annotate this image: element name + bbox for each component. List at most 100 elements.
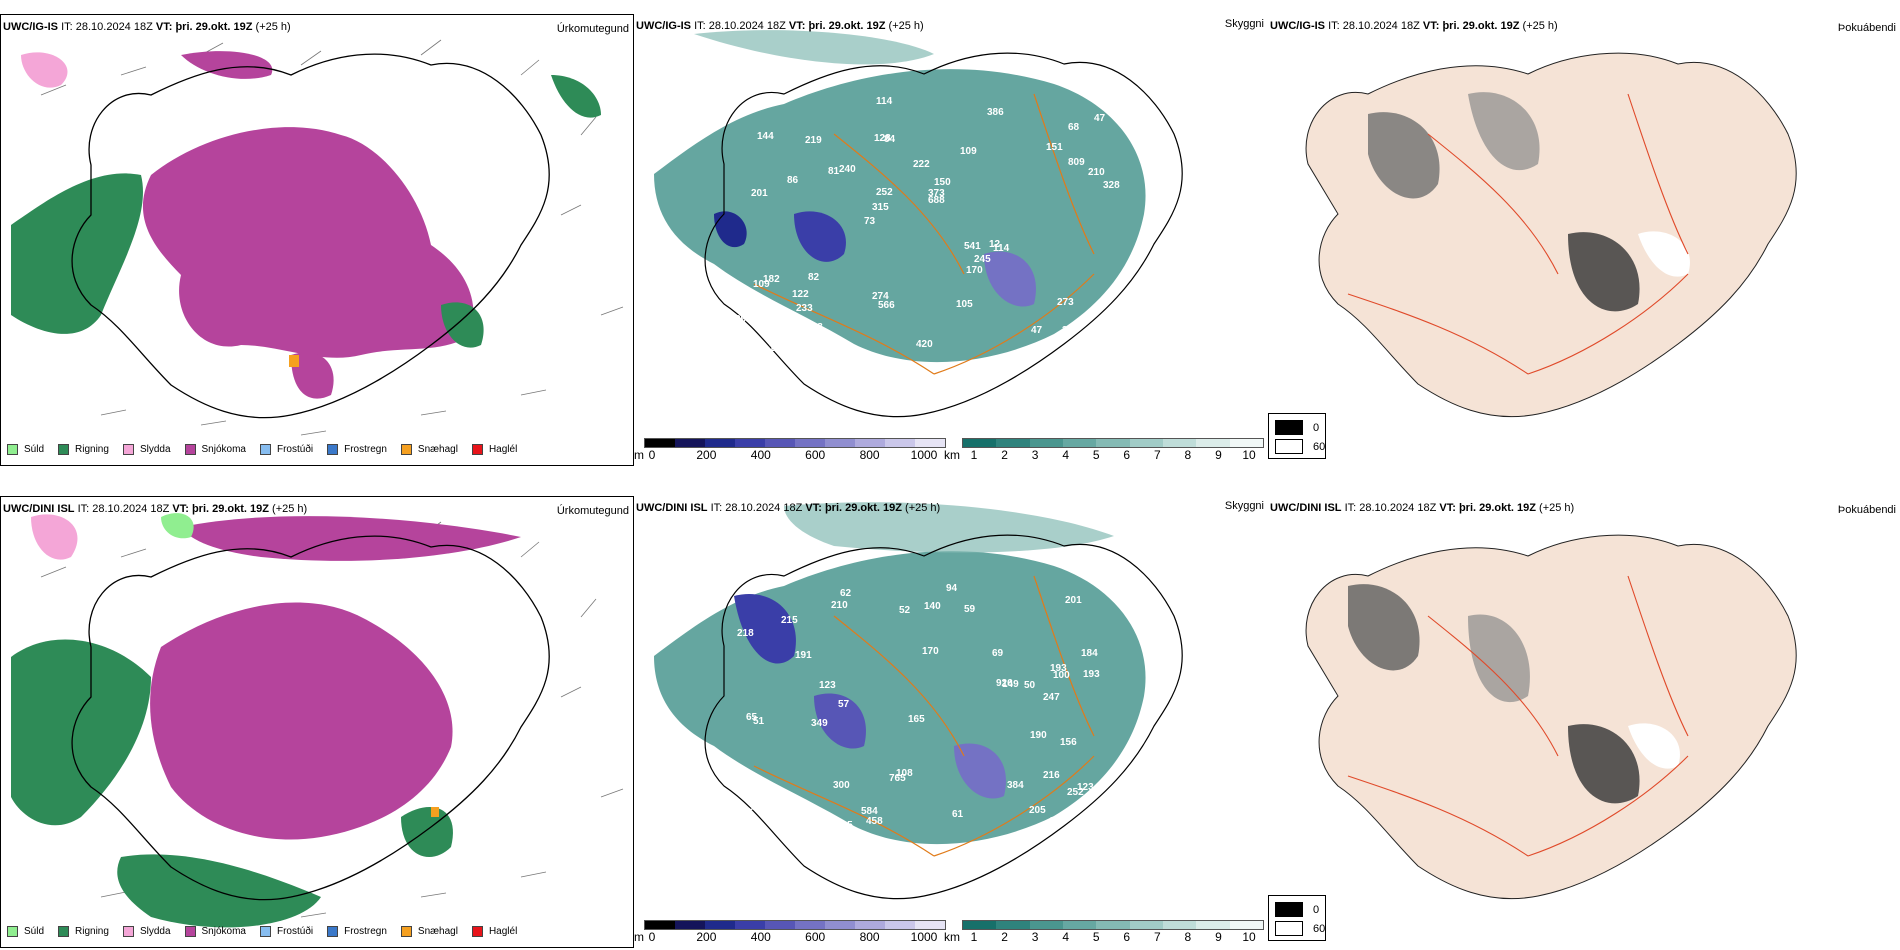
legend-swatch [184, 444, 196, 455]
panel-header: UWC/IG-IS IT: 28.10.2024 18Z VT: þri. 29… [1270, 20, 1558, 32]
cloud-base-label: 128 [874, 133, 891, 144]
cloud-base-label: 809 [1068, 157, 1085, 168]
legend-swatch [122, 926, 134, 937]
iceland-outline [71, 535, 550, 901]
colorbar-segment [855, 439, 885, 447]
colorbar-segment [645, 921, 675, 929]
legend-item: Haglél [471, 444, 517, 455]
cloud-base-label: 201 [1065, 595, 1082, 606]
cloud-base-low-2 [954, 743, 1006, 799]
precip-map-canvas [11, 39, 624, 436]
colorbar-segment [1029, 921, 1063, 929]
legend-swatch [259, 926, 271, 937]
cloud-base-label: 27 [1104, 775, 1116, 786]
panel-header: UWC/IG-IS IT: 28.10.2024 18Z VT: þri. 29… [636, 20, 924, 32]
visibility-area-fog [694, 30, 934, 65]
fog-key-row: 0 [1275, 420, 1319, 435]
colorbar-tick-label: 4 [1062, 448, 1069, 462]
cloud-base-label: 81 [828, 166, 840, 177]
legend-swatch [400, 926, 412, 937]
cloud-base-label: 340 [1062, 325, 1079, 336]
colorbar-tick-label: 1 [970, 448, 978, 462]
cloud-base-label: 334 [748, 802, 765, 813]
cloud-base-map-row1: 340 201 68 73 109 113 128 222 182 240 291 233 84 150 1… [634, 14, 1268, 466]
cloud-base-label: 584 [861, 806, 878, 817]
panel-header: UWC/IG-IS IT: 28.10.2024 18Z VT: þri. 29… [3, 21, 291, 33]
colorbar-segment [885, 921, 915, 929]
colorbar-segment [885, 439, 915, 447]
vt-label: VT: [172, 503, 189, 515]
cloud-base-labels: 216 184 123 170 334 62 193 300 201 191 193 218 247 45… [737, 583, 1116, 831]
legend-label: Frostúði [276, 926, 314, 937]
cloud-base-label: 105 [956, 299, 973, 310]
model-name: UWC/DINI ISL [1270, 502, 1342, 514]
iceland-outline [704, 534, 1183, 900]
cloud-base-label: 216 [1043, 770, 1060, 781]
legend-label: Frostregn [344, 926, 387, 937]
legend-label: Frostregn [344, 444, 387, 455]
colorbar-tick-label: 10 [1242, 930, 1256, 944]
cloud-base-label: 300 [833, 780, 850, 791]
fog-index-light [1628, 723, 1680, 769]
legend-label: Slydda [139, 926, 171, 937]
fog-key-label: 0 [1313, 903, 1320, 916]
it-label: IT: [61, 21, 73, 33]
cloud-base-label: 144 [757, 131, 774, 142]
legend-item: Slydda [122, 926, 171, 937]
fog-key-swatch-light [1275, 439, 1303, 454]
legend-item: Haglél [471, 926, 517, 937]
cloud-base-label: 108 [896, 768, 913, 779]
cloud-base-label: 114 [993, 243, 1010, 254]
cloud-base-label: 195 [836, 820, 853, 831]
vt-label: VT: [1422, 20, 1440, 32]
cloud-base-label: 252 [876, 187, 893, 198]
precip-title: Úrkomutegund [556, 505, 629, 517]
legend-label: Snæhagl [417, 444, 458, 455]
colorbar-tick-label: 1000 [910, 930, 938, 944]
it-value: 28.10.2024 18Z [1342, 20, 1420, 32]
colorbar-tick-label: 8 [1184, 448, 1192, 462]
cloud-base-label: 315 [872, 202, 889, 213]
precip-ice-pellets-spot [289, 355, 299, 367]
cloud-base-label: 291 [735, 314, 752, 325]
cloud-base-label: 190 [1030, 730, 1047, 741]
lead-time: (+25 h) [1522, 20, 1558, 32]
cloud-base-label: 50 [1024, 680, 1036, 691]
colorbar-segment [765, 921, 795, 929]
fog-title: Þokuábendi [1837, 22, 1896, 34]
lead-time: (+25 h) [905, 502, 941, 514]
cloud-base-low-3 [814, 693, 866, 749]
colorbar-tick-label: 6 [1123, 930, 1131, 944]
legend-label: Snæhagl [417, 926, 458, 937]
colorbar-tick-label: 5 [1092, 930, 1100, 944]
colorbar-tick-label: 600 [805, 930, 826, 944]
fog-index-key-row1: 0 60 [1268, 413, 1326, 459]
vt-label: VT: [1439, 502, 1456, 514]
iceland-outline [704, 52, 1183, 418]
colorbar-tick-label: 600 [805, 448, 826, 462]
colorbar-segment [1029, 439, 1063, 447]
legend-swatch [7, 444, 18, 455]
colorbar-tick-label: 7 [1153, 930, 1161, 944]
fog-index-light [1638, 231, 1690, 277]
colorbar-segment [915, 439, 945, 447]
legend-swatch [122, 444, 134, 455]
colorbar-segment [963, 921, 997, 929]
cloud-base-label: 59 [964, 604, 976, 615]
colorbar-tick-label: 200 [696, 448, 717, 462]
colorbar-segment [996, 439, 1030, 447]
iceland-outline [71, 53, 550, 419]
cloud-base-label: 541 [964, 241, 981, 252]
vt-label: VT: [805, 502, 822, 514]
colorbar-segment [996, 921, 1030, 929]
visibility-colorbar: km 1 2 3 4 5 6 7 8 9 10 [944, 920, 1264, 948]
precip-legend: Súld Rigning Slydda Snjókoma Frostúði Fr… [7, 926, 531, 937]
cloud-base-label: 73 [864, 216, 876, 227]
cloud-base-label: 100 [1053, 670, 1070, 681]
colorbar-segment [645, 439, 675, 447]
cloud-base-label: 157 [739, 331, 756, 342]
model-name: UWC/IG-IS [1270, 20, 1325, 32]
colorbar-tick-label: 400 [750, 448, 771, 462]
cloud-base-label: 68 [1068, 122, 1080, 133]
colorbar-segment [675, 921, 705, 929]
